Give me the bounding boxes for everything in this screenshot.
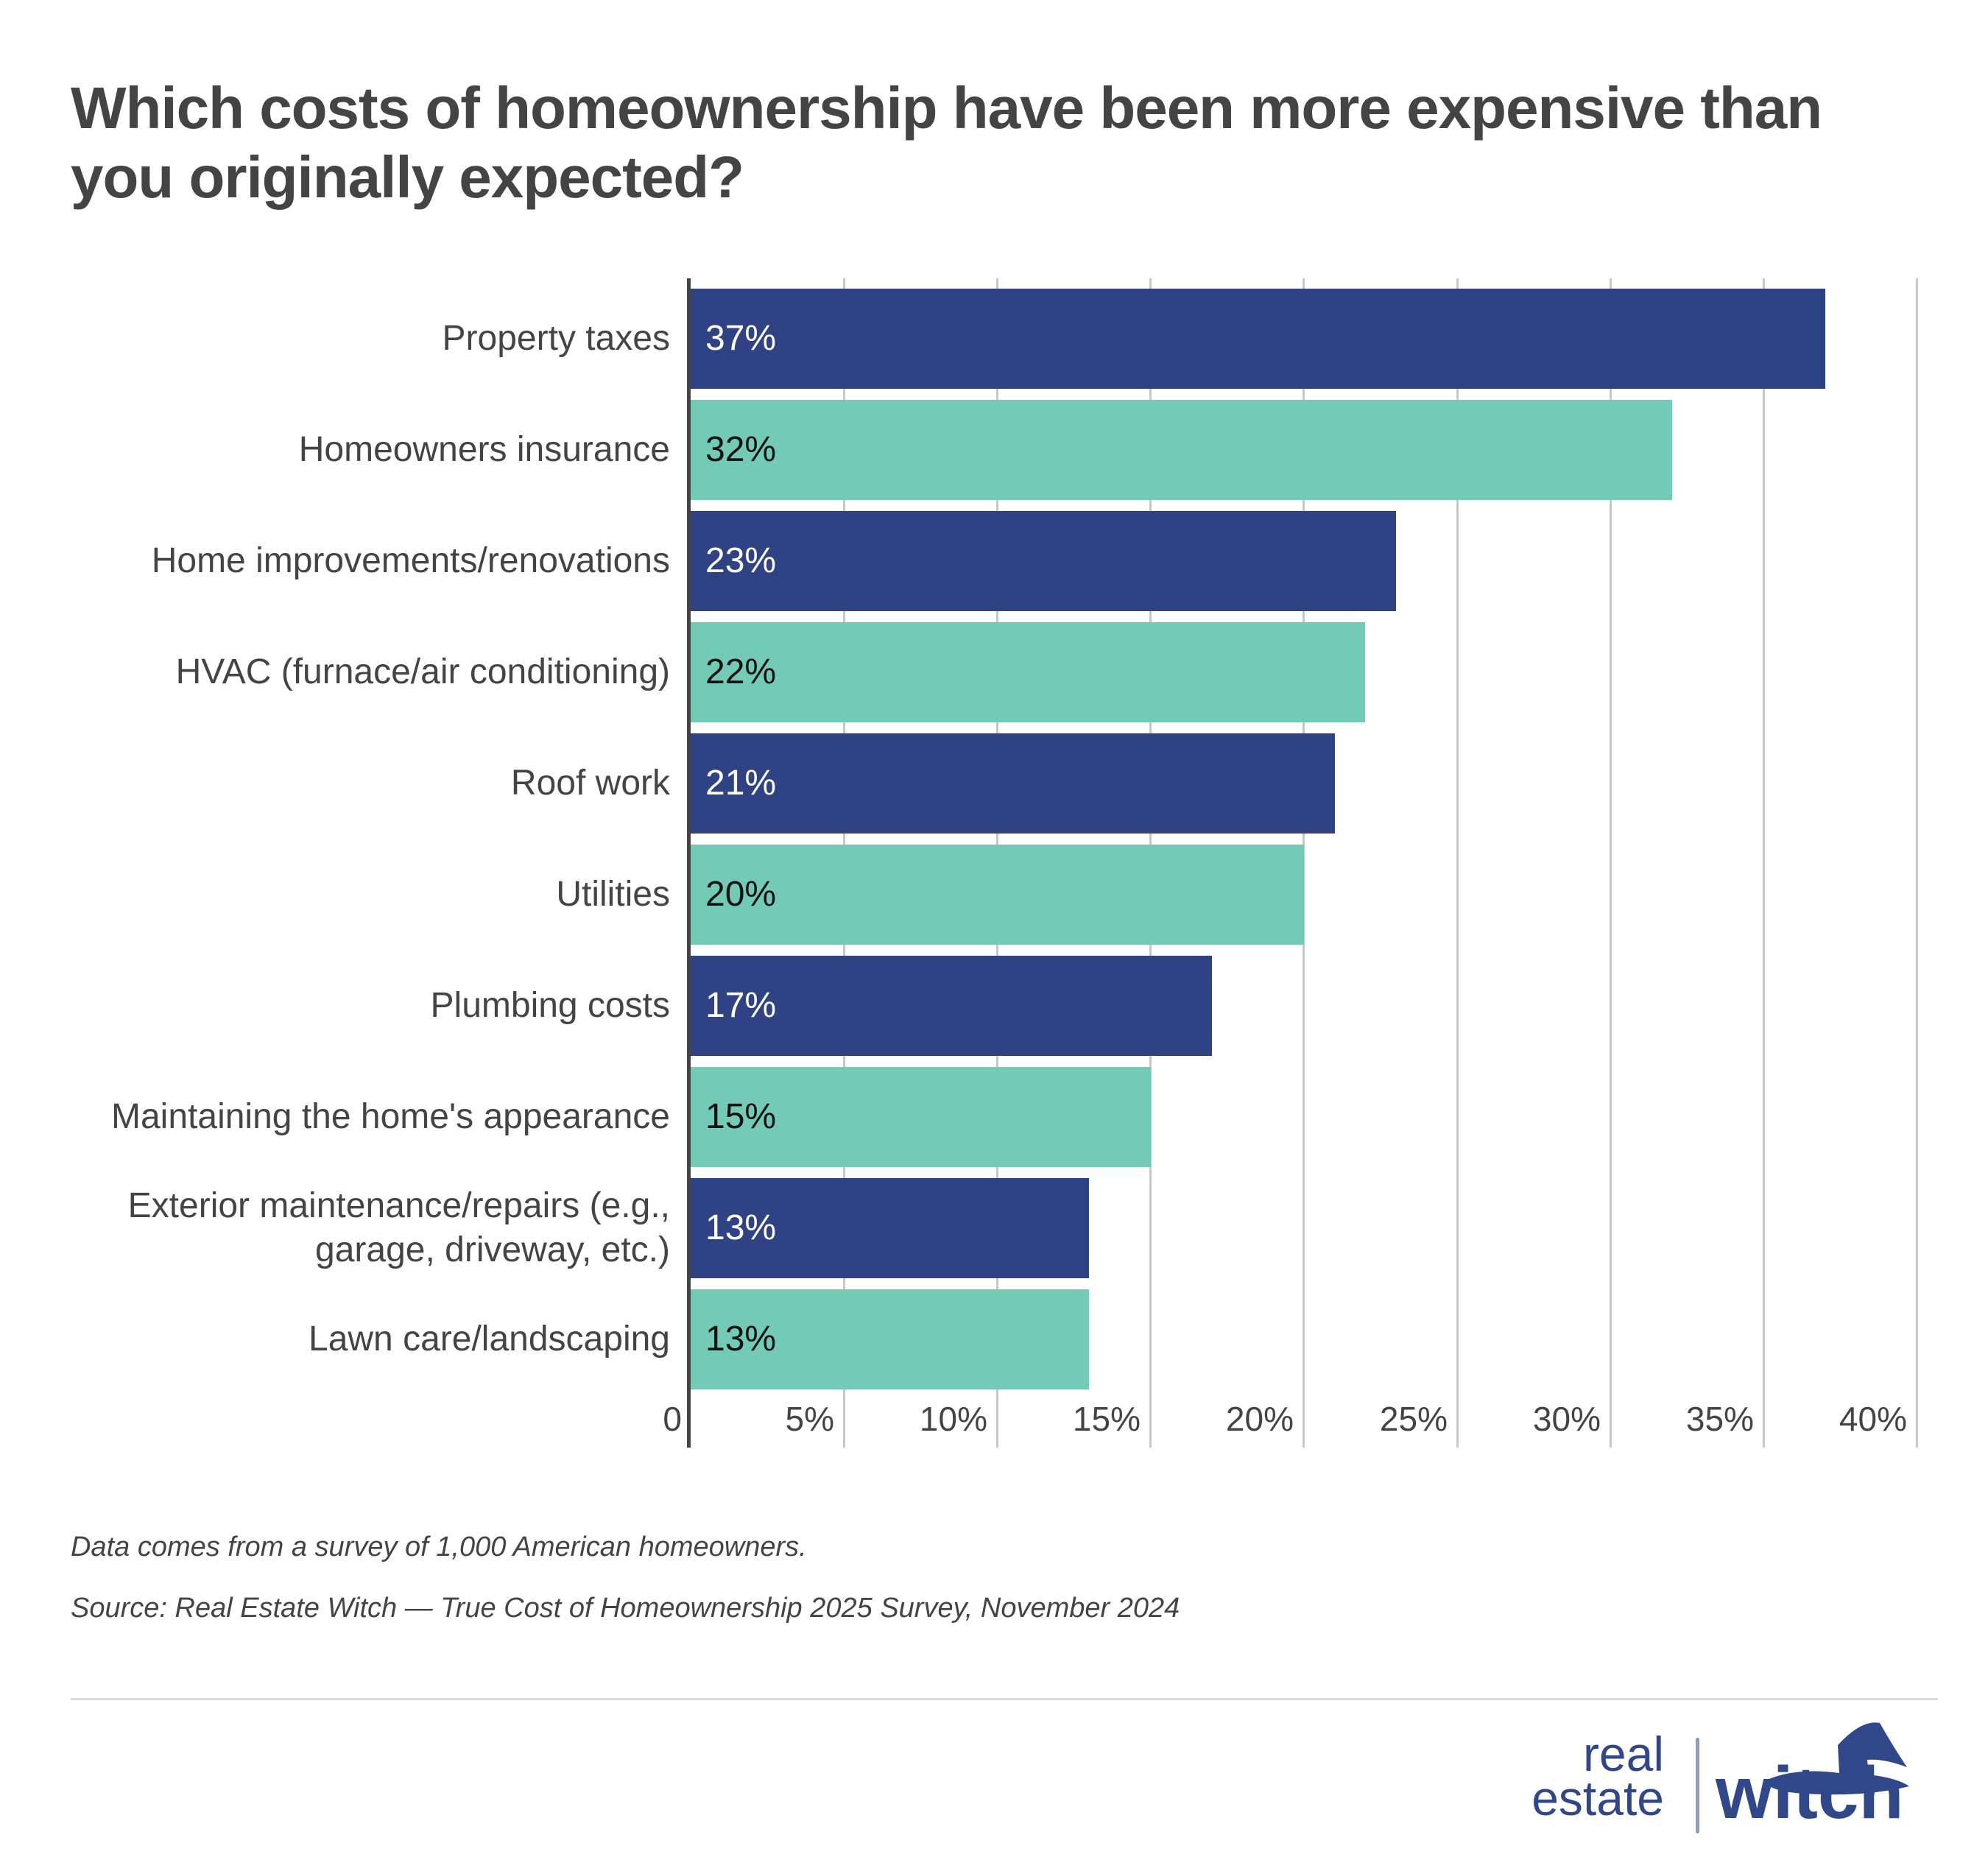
bar-value-label: 22%: [705, 652, 777, 691]
gridline-35: [1763, 278, 1765, 1448]
bar-exterior-maintenance: 13%: [691, 1178, 1089, 1278]
bar-value-label: 37%: [705, 319, 777, 358]
category-label: Utilities: [556, 875, 670, 914]
bar-value-label: 17%: [705, 986, 777, 1025]
source-note: Source: Real Estate Witch — True Cost of…: [71, 1593, 1180, 1624]
bar-chart: 37% 32% 23% 22% 21% 20% 17% 15% 13% 13% …: [7, 278, 1918, 1448]
x-tick-label: 5%: [785, 1400, 834, 1438]
bar-roof-work: 21%: [691, 733, 1335, 834]
bar-value-label: 13%: [705, 1319, 777, 1359]
bar-property-taxes: 37%: [691, 289, 1825, 389]
y-axis-line: [687, 278, 691, 1448]
logo-text-real: real: [1582, 1727, 1664, 1781]
category-label: Roof work: [510, 764, 670, 803]
gridline-30: [1610, 278, 1612, 1448]
x-tick-label: 15%: [1072, 1400, 1141, 1438]
category-label: Lawn care/landscaping: [309, 1319, 670, 1359]
bar-home-improvements: 23%: [691, 511, 1396, 611]
footnote: Data comes from a survey of 1,000 Americ…: [71, 1532, 807, 1562]
bar-value-label: 20%: [705, 875, 777, 914]
bar-hvac: 22%: [691, 622, 1365, 722]
bar-utilities: 20%: [691, 845, 1304, 945]
footer-divider: [71, 1698, 1938, 1700]
bar-value-label: 15%: [705, 1097, 777, 1136]
x-tick-label: 0: [663, 1400, 682, 1438]
logo-wordmark-left: real estate: [1531, 1727, 1664, 1825]
category-label: Home improvements/renovations: [151, 541, 670, 580]
witch-hat-icon: [1766, 1722, 1909, 1795]
bar-homeowners-insurance: 32%: [691, 400, 1672, 500]
bar-value-label: 21%: [705, 764, 777, 803]
bar-value-label: 32%: [705, 430, 777, 469]
category-label: Exterior maintenance/repairs (e.g., gara…: [7, 1184, 670, 1272]
chart-title: Which costs of homeownership have been m…: [71, 75, 1822, 210]
category-label-line: garage, driveway, etc.): [315, 1230, 670, 1269]
x-tick-label: 25%: [1379, 1400, 1448, 1438]
x-tick-label: 40%: [1839, 1400, 1907, 1438]
x-tick-label: 30%: [1532, 1400, 1601, 1438]
bar-lawn-care: 13%: [691, 1289, 1089, 1389]
x-tick-label: 20%: [1225, 1400, 1294, 1438]
gridline-25: [1456, 278, 1459, 1448]
bar-value-label: 13%: [705, 1208, 777, 1247]
bar-value-label: 23%: [705, 541, 777, 580]
x-tick-label: 35%: [1685, 1400, 1754, 1438]
brand-logo: real estate witch: [1473, 1716, 1944, 1833]
logo-text-estate: estate: [1531, 1771, 1664, 1825]
bar-maintaining-appearance: 15%: [691, 1067, 1151, 1167]
category-label: HVAC (furnace/air conditioning): [175, 652, 670, 691]
gridline-40: [1916, 278, 1918, 1448]
category-label-line: Exterior maintenance/repairs (e.g.,: [127, 1186, 670, 1225]
category-label: Homeowners insurance: [298, 430, 670, 469]
category-label: Plumbing costs: [430, 986, 670, 1025]
category-label: Maintaining the home's appearance: [111, 1097, 670, 1136]
category-label: Property taxes: [442, 319, 670, 358]
logo-separator: [1696, 1738, 1699, 1833]
x-tick-label: 10%: [919, 1400, 987, 1438]
bar-plumbing-costs: 17%: [691, 956, 1212, 1056]
